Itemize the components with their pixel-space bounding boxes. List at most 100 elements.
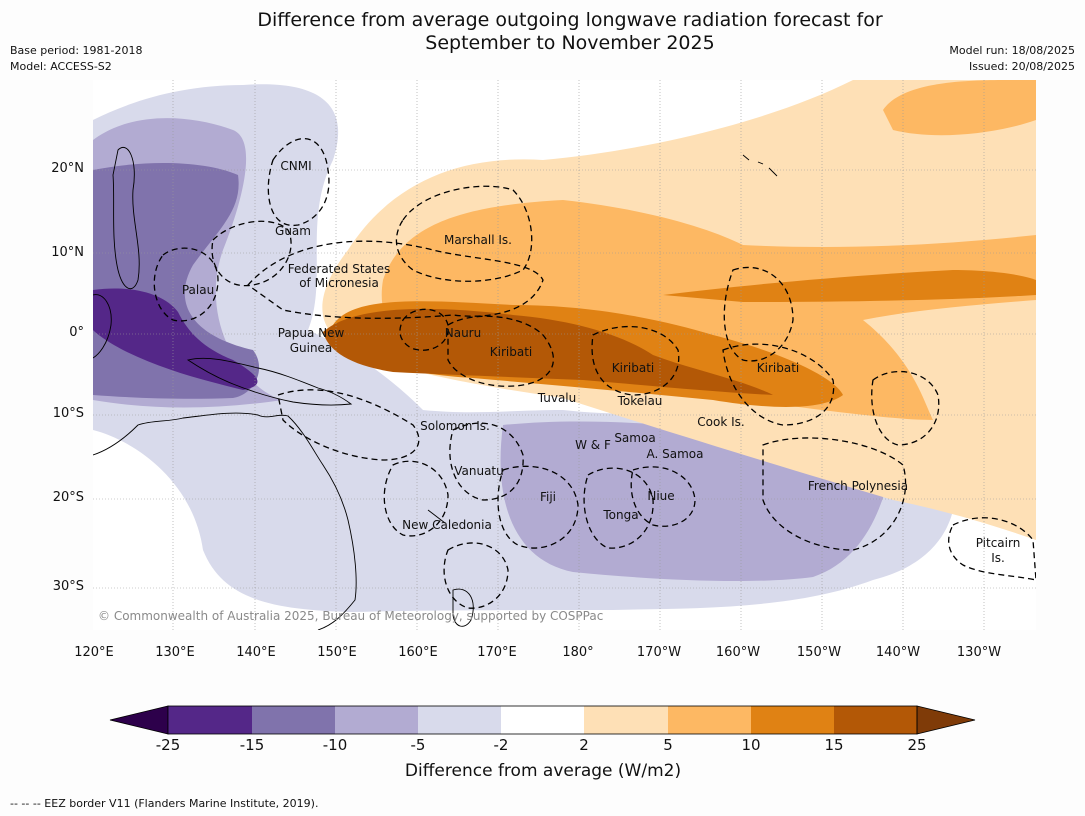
colorbar-tick-label: 10 bbox=[741, 736, 761, 754]
colorbar-tick-label: 2 bbox=[579, 736, 589, 754]
anomaly-region-minus15 bbox=[93, 288, 258, 390]
anomaly-region-plus10-east bbox=[663, 270, 1036, 302]
map-svg: CNMI Guam Marshall Is. Federated States … bbox=[93, 80, 1036, 630]
colorbar-bin-3 bbox=[335, 706, 418, 734]
label-palau: Palau bbox=[182, 283, 214, 297]
colorbar-bin-7 bbox=[668, 706, 751, 734]
eez-border bbox=[630, 466, 696, 527]
lon-label: 160°W bbox=[715, 645, 761, 660]
lon-label: 130°W bbox=[956, 645, 1002, 660]
lat-label: 10°S bbox=[52, 406, 84, 421]
colorbar-bin-2 bbox=[252, 706, 335, 734]
label-pitcairn-line2: Is. bbox=[991, 551, 1005, 565]
label-new-caledonia: New Caledonia bbox=[402, 518, 492, 532]
graticule bbox=[93, 80, 1036, 630]
eez-border bbox=[267, 137, 330, 226]
label-solomon-islands: Solomon Is. bbox=[420, 419, 490, 433]
label-samoa: Samoa bbox=[614, 431, 655, 445]
colorbar-tick-label: -10 bbox=[322, 736, 348, 754]
colorbar-bin-9 bbox=[834, 706, 917, 734]
eez-border bbox=[762, 437, 907, 551]
label-png-line2: Guinea bbox=[290, 341, 333, 355]
colorbar-title: Difference from average (W/m2) bbox=[404, 761, 682, 781]
colorbar-bin-6 bbox=[584, 706, 668, 734]
issued-text: Issued: 20/08/2025 bbox=[968, 60, 1075, 73]
eez-border bbox=[383, 460, 449, 537]
lon-label: 120°E bbox=[74, 645, 114, 660]
hawaii-coastline bbox=[742, 154, 778, 177]
colorbar-tick-label: 25 bbox=[907, 736, 927, 754]
new-guinea-coastline bbox=[186, 357, 353, 406]
australia-coastline bbox=[93, 412, 357, 630]
label-tokelau: Tokelau bbox=[617, 394, 663, 408]
label-png-line1: Papua New bbox=[278, 326, 345, 340]
colorbar-under-triangle bbox=[109, 705, 169, 735]
lon-label: 140°W bbox=[875, 645, 921, 660]
new-zealand-coastline bbox=[452, 588, 474, 627]
label-kiribati-central: Kiribati bbox=[612, 361, 654, 375]
eez-border bbox=[722, 343, 835, 426]
eez-border bbox=[395, 185, 533, 282]
lon-label: 180° bbox=[562, 645, 594, 660]
olr-anomaly-map: CNMI Guam Marshall Is. Federated States … bbox=[93, 80, 1036, 630]
coastlines bbox=[93, 147, 778, 630]
colorbar-tick-label: 5 bbox=[663, 736, 673, 754]
colorbar bbox=[105, 703, 980, 737]
colorbar-svg bbox=[109, 705, 976, 735]
eez-border bbox=[211, 220, 292, 287]
eez-border bbox=[277, 389, 420, 461]
label-wallis-futuna: W & F bbox=[575, 438, 611, 452]
model-run-text: Model run: 18/08/2025 bbox=[949, 44, 1075, 57]
eez-border bbox=[591, 325, 680, 396]
label-kiribati-east: Kiribati bbox=[757, 361, 799, 375]
label-marshall-islands: Marshall Is. bbox=[444, 233, 512, 247]
label-niue: Niue bbox=[647, 489, 674, 503]
eez-border bbox=[871, 370, 940, 446]
map-title-line2: September to November 2025 bbox=[425, 32, 715, 54]
colorbar-tick-label: -25 bbox=[155, 736, 181, 754]
eez-border bbox=[447, 315, 554, 387]
label-kiribati-west: Kiribati bbox=[490, 345, 532, 359]
lat-label: 20°S bbox=[52, 490, 84, 505]
label-american-samoa: A. Samoa bbox=[647, 447, 704, 461]
label-cook-islands: Cook Is. bbox=[697, 415, 744, 429]
lon-label: 150°W bbox=[796, 645, 842, 660]
eez-border bbox=[247, 240, 544, 319]
lon-label: 140°E bbox=[236, 645, 276, 660]
map-title-line1: Difference from average outgoing longwav… bbox=[257, 9, 883, 31]
positive-anomaly-shading bbox=[322, 80, 1036, 540]
lat-label: 10°N bbox=[51, 245, 84, 260]
label-fiji: Fiji bbox=[540, 490, 556, 504]
eez-border bbox=[723, 266, 794, 362]
label-cnmi: CNMI bbox=[280, 159, 311, 173]
philippines-coastline bbox=[112, 147, 140, 290]
colorbar-bin-5 bbox=[501, 706, 584, 734]
colorbar-tick-label: -5 bbox=[410, 736, 426, 754]
colorbar-over-triangle bbox=[916, 705, 976, 735]
borneo-coastline bbox=[93, 294, 112, 359]
eez-border bbox=[443, 542, 509, 609]
colorbar-bin-4 bbox=[418, 706, 501, 734]
eez-border bbox=[153, 247, 219, 322]
new-caledonia-coastline bbox=[427, 509, 446, 524]
eez-border bbox=[449, 422, 524, 501]
colorbar-bin-8 bbox=[751, 706, 834, 734]
lon-label: 130°E bbox=[155, 645, 195, 660]
eez-border bbox=[583, 467, 654, 549]
label-nauru: Nauru bbox=[445, 326, 481, 340]
label-tuvalu: Tuvalu bbox=[537, 391, 577, 405]
label-vanuatu: Vanuatu bbox=[454, 464, 504, 478]
place-labels: CNMI Guam Marshall Is. Federated States … bbox=[182, 159, 1020, 565]
lon-label: 170°W bbox=[636, 645, 682, 660]
lat-label: 30°S bbox=[52, 579, 84, 594]
lon-label: 170°E bbox=[477, 645, 517, 660]
colorbar-tick-label: -15 bbox=[239, 736, 265, 754]
lat-label: 0° bbox=[69, 325, 84, 340]
eez-borders bbox=[153, 137, 1036, 609]
eez-legend-footnote: -- -- -- EEZ border V11 (Flanders Marine… bbox=[10, 797, 319, 810]
lon-label: 150°E bbox=[317, 645, 357, 660]
label-pitcairn-line1: Pitcairn bbox=[976, 536, 1021, 550]
label-french-polynesia: French Polynesia bbox=[808, 479, 908, 493]
eez-border bbox=[948, 517, 1036, 581]
label-fsm-line1: Federated States bbox=[288, 262, 390, 276]
